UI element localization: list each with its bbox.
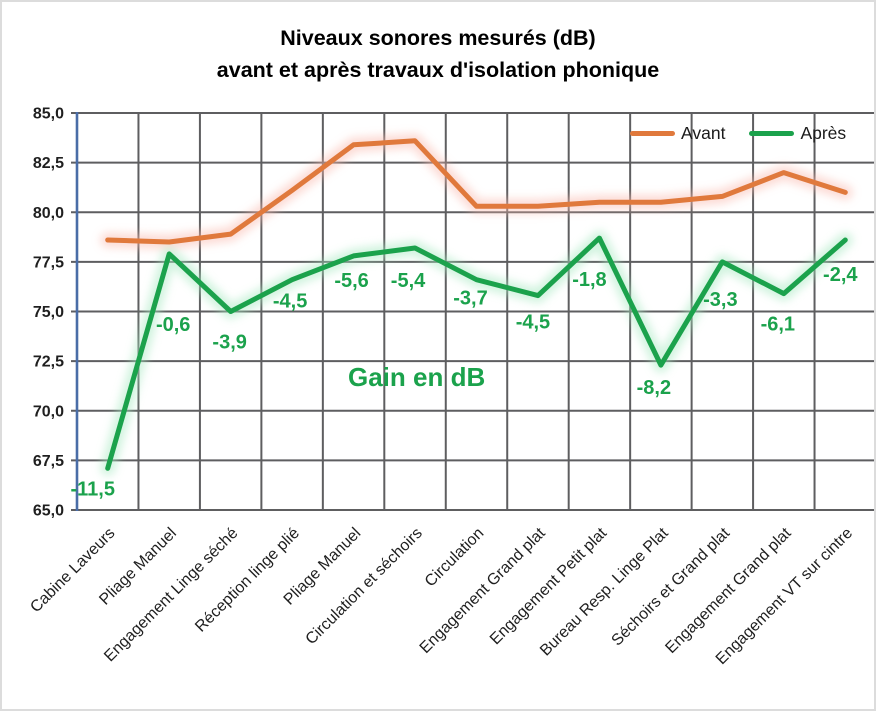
y-tick-label: 65,0 — [33, 503, 64, 520]
y-tick-label: 67,5 — [33, 453, 64, 470]
x-category-label: Engagement Petit plat — [487, 524, 611, 648]
gain-label: -8,2 — [637, 377, 671, 399]
y-tick-label: 85,0 — [33, 106, 64, 123]
y-tick-label: 72,5 — [33, 354, 64, 371]
x-category-label: Réception linge plié — [192, 525, 303, 636]
gain-label: -11,5 — [70, 478, 114, 500]
y-tick-label: 70,0 — [33, 403, 64, 420]
gain-label: -3,3 — [703, 289, 737, 311]
gain-label: -2,4 — [823, 264, 858, 286]
gain-label: -3,7 — [453, 288, 487, 310]
gain-label: -5,4 — [391, 270, 426, 292]
gain-label: -3,9 — [212, 332, 246, 354]
apres-line-swatch — [749, 131, 795, 136]
gain-annotation: Gain en dB — [348, 362, 486, 392]
gain-label: -4,5 — [273, 291, 307, 313]
gain-label: -0,6 — [156, 314, 190, 336]
legend-label-avant: Avant — [681, 123, 726, 143]
series-apres-line — [105, 235, 848, 471]
gain-label: -1,8 — [572, 269, 606, 291]
series-avant-line — [105, 138, 848, 245]
gain-data-labels: -11,5 -0,6 -3,9 -4,5 -5,6 -5,4 -3,7 -4,5 -1,8 -8,… — [70, 264, 858, 500]
y-tick-label: 75,0 — [33, 304, 64, 321]
x-category-label: Séchoirs et Grand plat — [609, 524, 734, 649]
y-tick-label: 82,5 — [33, 155, 64, 172]
gain-label: -6,1 — [761, 314, 795, 336]
legend: Avant Après — [630, 123, 846, 144]
legend-item-avant: Avant — [630, 123, 725, 144]
series-lines — [105, 138, 848, 471]
chart-title: Niveaux sonores mesurés (dB) avant et ap… — [2, 22, 874, 86]
y-axis-tick-labels: 85,0 82,5 80,0 77,5 75,0 72,5 70,0 67,5 65,0 — [33, 106, 64, 520]
x-category-label: Circulation — [422, 525, 487, 590]
x-category-label: Engagement Grand plat — [662, 524, 795, 657]
gain-label: -4,5 — [516, 312, 550, 334]
legend-item-apres: Après — [749, 123, 846, 144]
avant-line-swatch — [630, 131, 675, 136]
x-category-label: Engagement Grand plat — [417, 524, 550, 657]
gain-label: -5,6 — [334, 270, 368, 292]
legend-label-apres: Après — [800, 123, 847, 143]
x-category-label: Bureau Resp. Linge Plat — [537, 524, 672, 659]
x-category-label: Circulation et séchoirs — [303, 525, 426, 648]
y-tick-label: 77,5 — [33, 254, 64, 271]
chart-title-line2: avant et après travaux d'isolation phoni… — [216, 58, 660, 82]
gridlines — [71, 112, 874, 511]
y-tick-label: 80,0 — [33, 205, 64, 222]
chart-title-line1: Niveaux sonores mesurés (dB) — [280, 26, 596, 50]
